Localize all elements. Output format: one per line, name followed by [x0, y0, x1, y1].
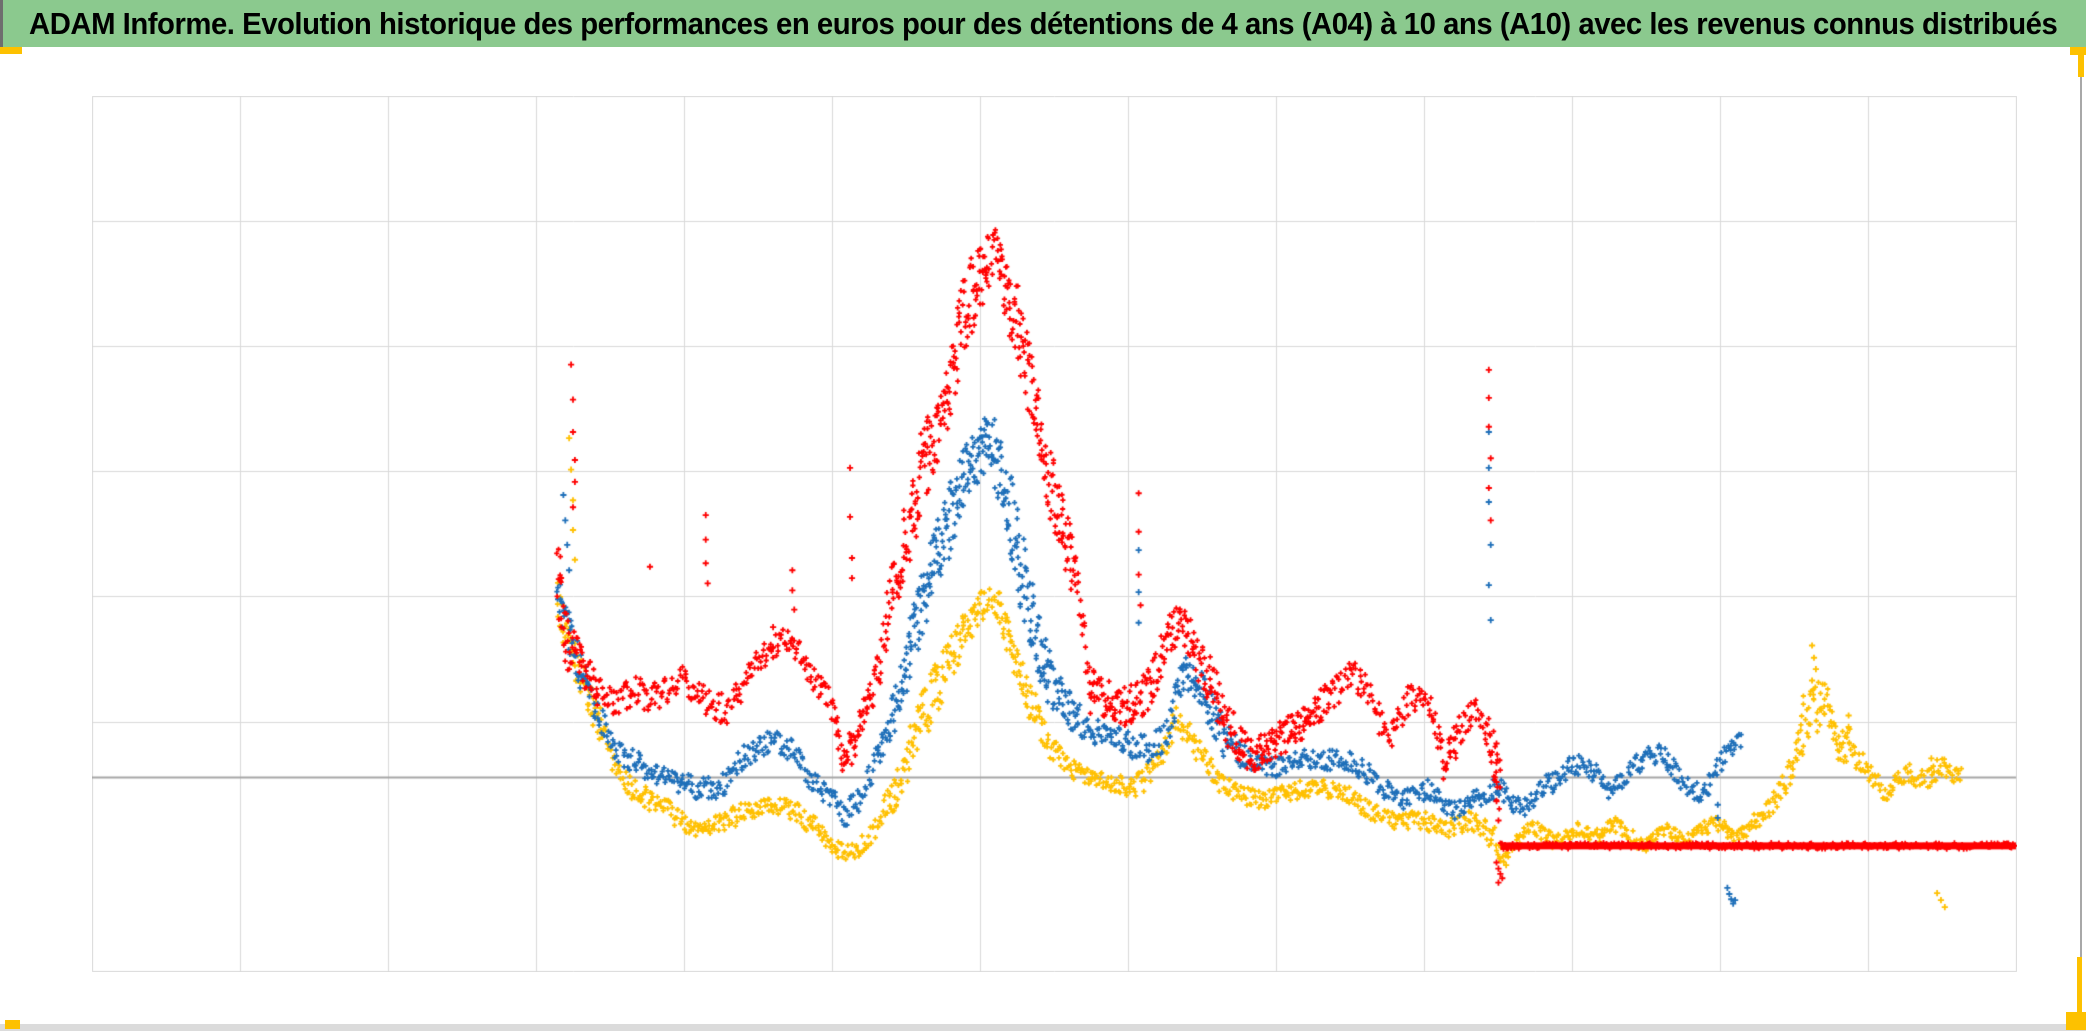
- plot-area[interactable]: [92, 96, 2017, 972]
- selection-border-right-top: [2078, 47, 2084, 77]
- title-bar-left-edge: [0, 0, 3, 47]
- selection-handle-bottom-left: [5, 1020, 20, 1029]
- chart-title-bar: ADAM Informe. Evolution historique des p…: [0, 0, 2086, 47]
- chart-object[interactable]: [0, 47, 2086, 1024]
- chart-title: ADAM Informe. Evolution historique des p…: [28, 5, 2058, 41]
- selection-border-right-bottom: [2077, 957, 2082, 1014]
- scatter-plot-canvas: [92, 96, 2017, 972]
- bottom-scrollbar-track[interactable]: [0, 1024, 2086, 1031]
- right-edge-line: [2080, 77, 2082, 957]
- selection-handle-bottom-right: [2066, 1012, 2086, 1030]
- selection-handle-top-left: [0, 47, 22, 54]
